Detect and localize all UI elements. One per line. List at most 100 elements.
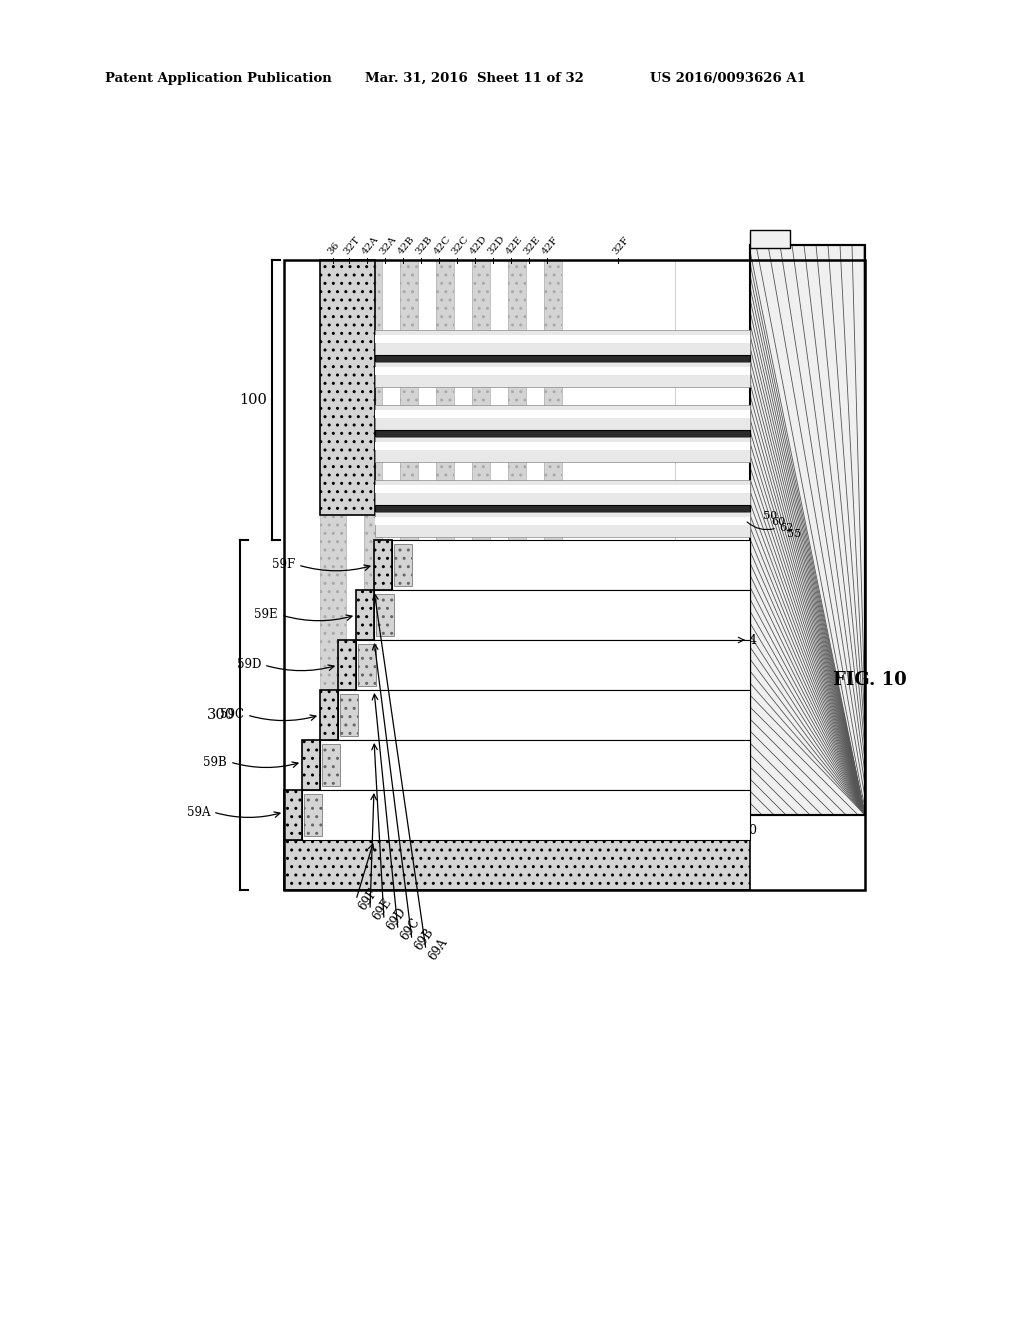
Text: 69D: 69D	[384, 906, 409, 932]
Bar	[284, 840, 750, 890]
Text: 69A: 69A	[426, 936, 451, 962]
Text: FIG. 10: FIG. 10	[834, 671, 907, 689]
Bar	[375, 506, 750, 512]
Bar	[375, 405, 750, 430]
Bar	[472, 260, 490, 789]
Text: 63: 63	[327, 310, 343, 323]
Bar	[358, 644, 376, 686]
Text: Mar. 31, 2016  Sheet 11 of 32: Mar. 31, 2016 Sheet 11 of 32	[365, 73, 584, 84]
Text: Patent Application Publication: Patent Application Publication	[105, 73, 332, 84]
Bar	[375, 484, 750, 492]
Text: 69C: 69C	[398, 915, 423, 942]
Bar	[374, 540, 392, 590]
Bar	[562, 260, 675, 789]
Bar	[436, 260, 454, 789]
Bar	[544, 260, 562, 789]
Bar	[375, 512, 750, 537]
Bar	[319, 260, 750, 789]
Bar	[340, 694, 358, 737]
Bar	[375, 442, 750, 450]
Bar	[319, 741, 750, 789]
Bar	[284, 840, 750, 890]
Bar	[374, 590, 750, 640]
Text: 59A: 59A	[186, 805, 210, 818]
Bar	[319, 260, 375, 515]
Bar	[319, 690, 338, 741]
Bar	[375, 362, 750, 387]
Bar	[394, 544, 412, 586]
Bar	[346, 260, 364, 789]
Bar	[322, 744, 340, 785]
Bar	[508, 260, 526, 789]
Bar	[400, 260, 418, 789]
Bar	[302, 741, 319, 789]
Bar	[338, 640, 356, 690]
Bar	[319, 260, 375, 515]
Text: 55: 55	[787, 529, 801, 539]
Text: 300: 300	[207, 708, 234, 722]
Text: 42E: 42E	[504, 235, 524, 256]
Bar	[338, 640, 356, 690]
Text: 59B: 59B	[203, 755, 227, 768]
Text: 14: 14	[741, 634, 757, 647]
Bar	[526, 260, 544, 789]
Text: 32D: 32D	[486, 234, 507, 256]
Bar	[375, 517, 750, 525]
Text: 69E: 69E	[370, 896, 394, 923]
Bar	[508, 260, 526, 789]
Bar	[374, 540, 392, 590]
Bar	[364, 260, 382, 789]
Bar	[375, 437, 750, 462]
Bar	[394, 544, 412, 586]
Text: 60: 60	[771, 517, 785, 527]
Bar	[375, 367, 750, 375]
Text: 59C: 59C	[220, 709, 244, 722]
Text: 59F: 59F	[271, 558, 295, 572]
Bar	[382, 260, 400, 789]
Bar	[400, 260, 418, 789]
Bar	[392, 540, 750, 590]
Text: 42A: 42A	[360, 235, 380, 256]
Bar	[544, 260, 562, 789]
Text: 8: 8	[757, 230, 765, 243]
Bar	[284, 789, 302, 840]
Bar	[364, 260, 382, 789]
Bar	[358, 644, 376, 686]
Bar	[454, 260, 472, 789]
Bar	[376, 594, 394, 636]
Bar	[375, 480, 750, 506]
Text: 32E: 32E	[522, 235, 543, 256]
Bar	[284, 789, 302, 840]
Bar	[375, 355, 750, 362]
Bar	[376, 594, 394, 636]
Bar	[418, 260, 436, 789]
Bar	[436, 260, 454, 789]
Bar	[284, 260, 865, 890]
Text: 50: 50	[763, 511, 777, 521]
Bar	[750, 246, 865, 814]
Bar	[319, 260, 346, 789]
Bar	[472, 260, 490, 789]
Text: 32F: 32F	[611, 235, 631, 256]
Text: 32B: 32B	[414, 234, 434, 256]
Bar	[319, 690, 338, 741]
Bar	[375, 330, 750, 355]
Bar	[340, 694, 358, 737]
Bar	[319, 260, 346, 789]
Bar	[375, 411, 750, 418]
Text: 10: 10	[741, 824, 757, 837]
Bar	[302, 741, 319, 789]
Text: 59E: 59E	[254, 609, 278, 622]
Text: 69B: 69B	[412, 925, 436, 953]
Text: 69F: 69F	[356, 886, 380, 912]
Text: 62: 62	[779, 523, 794, 533]
Text: 59D: 59D	[237, 659, 261, 672]
Text: 36: 36	[326, 240, 342, 256]
Text: 100: 100	[240, 393, 267, 407]
Text: 32C: 32C	[451, 234, 471, 256]
Bar	[356, 640, 750, 690]
Text: 32A: 32A	[378, 235, 398, 256]
Text: 32T: 32T	[342, 235, 362, 256]
Bar	[750, 230, 790, 248]
Text: US 2016/0093626 A1: US 2016/0093626 A1	[650, 73, 806, 84]
